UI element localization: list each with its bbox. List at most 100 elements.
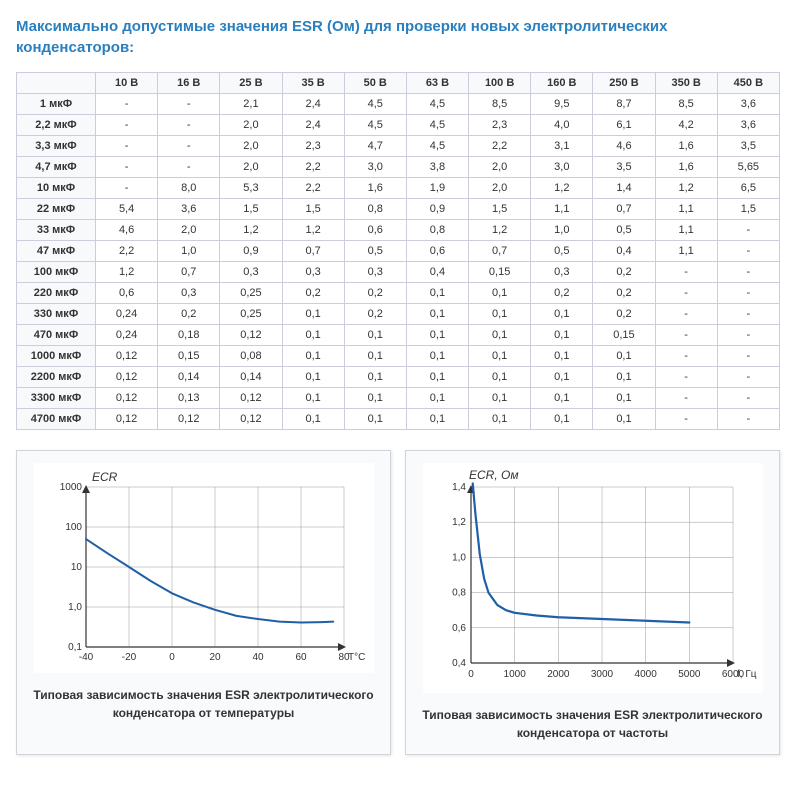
table-cell: 0,3 bbox=[158, 283, 220, 304]
table-cell: 0,1 bbox=[593, 367, 655, 388]
table-cell: - bbox=[655, 283, 717, 304]
table-cell: 47 мкФ bbox=[17, 241, 96, 262]
table-cell: 0,1 bbox=[344, 325, 406, 346]
table-cell: 0,1 bbox=[469, 346, 531, 367]
table-cell: 0,5 bbox=[344, 241, 406, 262]
table-cell: 4,6 bbox=[593, 136, 655, 157]
table-cell: 1,1 bbox=[531, 199, 593, 220]
table-cell: 0,6 bbox=[406, 241, 468, 262]
table-cell: 3,0 bbox=[344, 157, 406, 178]
table-cell: 4,7 bbox=[344, 136, 406, 157]
table-cell: - bbox=[717, 241, 779, 262]
table-cell: 2,0 bbox=[220, 115, 282, 136]
table-cell: 0,8 bbox=[406, 220, 468, 241]
table-cell: 5,3 bbox=[220, 178, 282, 199]
table-cell: 1,5 bbox=[282, 199, 344, 220]
table-cell: 0,1 bbox=[469, 304, 531, 325]
table-cell: 2,2 bbox=[96, 241, 158, 262]
table-header-cell: 450 В bbox=[717, 73, 779, 94]
table-cell: 4,5 bbox=[406, 136, 468, 157]
svg-text:1,0: 1,0 bbox=[452, 552, 466, 563]
table-cell: - bbox=[717, 325, 779, 346]
table-cell: 1,5 bbox=[717, 199, 779, 220]
table-cell: 2,4 bbox=[282, 94, 344, 115]
table-cell: 0,4 bbox=[406, 262, 468, 283]
svg-text:1,4: 1,4 bbox=[452, 482, 466, 493]
table-cell: 0,24 bbox=[96, 325, 158, 346]
table-cell: 3300 мкФ bbox=[17, 388, 96, 409]
table-cell: - bbox=[655, 409, 717, 430]
table-row: 1000 мкФ0,120,150,080,10,10,10,10,10,1-- bbox=[17, 346, 780, 367]
table-cell: - bbox=[717, 409, 779, 430]
svg-text:T°C: T°C bbox=[348, 652, 365, 663]
table-cell: 220 мкФ bbox=[17, 283, 96, 304]
table-cell: 3,6 bbox=[717, 115, 779, 136]
table-cell: - bbox=[96, 115, 158, 136]
table-cell: 3,8 bbox=[406, 157, 468, 178]
table-cell: - bbox=[717, 304, 779, 325]
table-cell: 0,7 bbox=[158, 262, 220, 283]
table-cell: 3,5 bbox=[593, 157, 655, 178]
svg-text:0: 0 bbox=[468, 669, 474, 680]
table-cell: 0,1 bbox=[469, 325, 531, 346]
table-cell: 0,1 bbox=[282, 367, 344, 388]
table-cell: 1,1 bbox=[655, 220, 717, 241]
table-cell: 1,2 bbox=[96, 262, 158, 283]
table-cell: 1,2 bbox=[655, 178, 717, 199]
table-header-cell: 350 В bbox=[655, 73, 717, 94]
table-cell: 0,1 bbox=[282, 409, 344, 430]
table-cell: - bbox=[655, 346, 717, 367]
table-cell: - bbox=[96, 94, 158, 115]
svg-text:1000: 1000 bbox=[59, 482, 82, 493]
table-row: 47 мкФ2,21,00,90,70,50,60,70,50,41,1- bbox=[17, 241, 780, 262]
table-cell: 2,2 bbox=[282, 157, 344, 178]
table-cell: 6,1 bbox=[593, 115, 655, 136]
table-cell: 4,5 bbox=[344, 115, 406, 136]
table-row: 10 мкФ-8,05,32,21,61,92,01,21,41,26,5 bbox=[17, 178, 780, 199]
table-cell: 0,7 bbox=[593, 199, 655, 220]
table-header-cell bbox=[17, 73, 96, 94]
svg-text:10: 10 bbox=[70, 562, 82, 573]
svg-text:100: 100 bbox=[65, 522, 82, 533]
table-cell: 2,0 bbox=[158, 220, 220, 241]
svg-text:1,0: 1,0 bbox=[68, 602, 82, 613]
table-header-cell: 100 В bbox=[469, 73, 531, 94]
table-cell: 0,1 bbox=[282, 325, 344, 346]
table-cell: 0,2 bbox=[593, 304, 655, 325]
table-cell: 6,5 bbox=[717, 178, 779, 199]
table-cell: - bbox=[655, 367, 717, 388]
table-cell: 0,9 bbox=[406, 199, 468, 220]
table-cell: 1,6 bbox=[655, 157, 717, 178]
table-cell: 1,5 bbox=[469, 199, 531, 220]
table-cell: 0,12 bbox=[220, 388, 282, 409]
table-cell: 0,1 bbox=[406, 304, 468, 325]
table-cell: 0,1 bbox=[593, 388, 655, 409]
svg-text:0,8: 0,8 bbox=[452, 588, 466, 599]
table-cell: 3,3 мкФ bbox=[17, 136, 96, 157]
table-cell: 0,15 bbox=[158, 346, 220, 367]
table-header-cell: 50 В bbox=[344, 73, 406, 94]
svg-text:40: 40 bbox=[252, 652, 264, 663]
table-cell: 0,1 bbox=[344, 367, 406, 388]
table-cell: 3,0 bbox=[531, 157, 593, 178]
svg-text:4000: 4000 bbox=[634, 669, 657, 680]
table-cell: 0,1 bbox=[406, 388, 468, 409]
table-cell: 8,7 bbox=[593, 94, 655, 115]
table-cell: 0,8 bbox=[344, 199, 406, 220]
page-title: Максимально допустимые значения ESR (Ом)… bbox=[16, 16, 780, 58]
table-cell: 3,6 bbox=[717, 94, 779, 115]
table-cell: 5,65 bbox=[717, 157, 779, 178]
table-cell: 0,1 bbox=[469, 409, 531, 430]
table-row: 1 мкФ--2,12,44,54,58,59,58,78,53,6 bbox=[17, 94, 780, 115]
table-cell: 1,6 bbox=[344, 178, 406, 199]
table-header-cell: 16 В bbox=[158, 73, 220, 94]
table-cell: 0,1 bbox=[406, 409, 468, 430]
table-cell: 2,0 bbox=[220, 136, 282, 157]
table-cell: 0,1 bbox=[469, 367, 531, 388]
table-cell: 2,3 bbox=[282, 136, 344, 157]
table-row: 3,3 мкФ--2,02,34,74,52,23,14,61,63,5 bbox=[17, 136, 780, 157]
table-cell: 0,14 bbox=[158, 367, 220, 388]
table-cell: 2,2 мкФ bbox=[17, 115, 96, 136]
table-cell: 1,9 bbox=[406, 178, 468, 199]
table-cell: 0,2 bbox=[531, 283, 593, 304]
